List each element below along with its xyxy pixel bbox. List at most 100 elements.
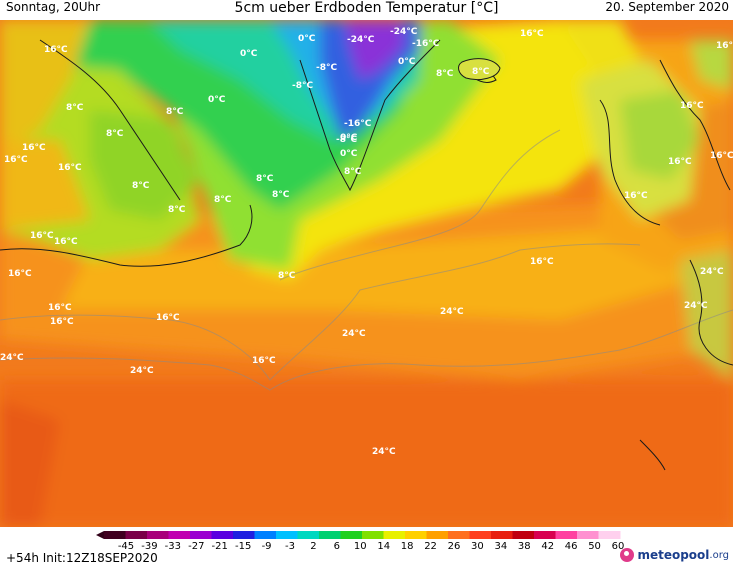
temp-label: 16°C xyxy=(624,191,648,201)
legend-tick-label: 22 xyxy=(424,541,437,552)
temp-label: 16°C xyxy=(156,313,180,323)
temp-label: 16°C xyxy=(48,303,72,313)
legend-tick-label: 30 xyxy=(471,541,484,552)
temp-label: 8°C xyxy=(278,271,296,281)
temp-label: 16°C xyxy=(668,157,692,167)
legend-tick-label: 10 xyxy=(353,541,367,552)
temp-label: 16°C xyxy=(58,163,82,173)
legend-swatch xyxy=(383,531,406,539)
legend-tick-label: 26 xyxy=(447,541,461,552)
legend-ticks: -45 -39 -33 -27 -21 -15 -9 -3 2 6 10 14 18 22 26 30 34 38… xyxy=(0,541,733,553)
legend-swatch xyxy=(469,531,492,539)
legend-tick-label: 42 xyxy=(541,541,555,552)
temp-label: 24°C xyxy=(700,267,724,277)
temp-label: 16°C xyxy=(54,237,78,247)
temp-label: -24°C xyxy=(390,27,418,37)
legend-tick-label: 60 xyxy=(611,541,625,552)
temp-label: 8°C xyxy=(106,129,124,139)
logo-icon xyxy=(620,548,635,562)
logo-tld: .org xyxy=(709,549,729,561)
temp-label: 16°C xyxy=(710,151,733,161)
temp-label: 16°C xyxy=(44,45,68,55)
temp-label: 16°C xyxy=(8,269,32,279)
temp-label: -24°C xyxy=(347,35,375,45)
legend-tick-label: 46 xyxy=(564,541,578,552)
temp-label: 16°C xyxy=(530,257,554,267)
temp-label: -16°C xyxy=(344,119,372,129)
legend-swatch xyxy=(104,531,126,539)
temp-label: 8°C xyxy=(472,67,490,77)
temp-label: 16°C xyxy=(30,231,54,241)
legend-tick-label: -15 xyxy=(234,541,252,552)
legend-tick-label: -9 xyxy=(261,541,272,552)
legend-tick-label: 50 xyxy=(588,541,601,552)
map-title: 5cm ueber Erdboden Temperatur [°C] xyxy=(234,0,499,16)
temp-label: 8°C xyxy=(132,181,150,191)
temp-label: 24°C xyxy=(130,366,154,376)
legend-tick-label: -27 xyxy=(188,541,205,552)
temp-label: 0°C xyxy=(340,149,358,159)
temp-label: 24°C xyxy=(684,301,708,311)
legend-tick-label: -39 xyxy=(141,541,158,552)
legend-swatch xyxy=(491,531,513,539)
legend-swatch xyxy=(319,531,341,539)
legend-swatch xyxy=(233,531,255,539)
temp-label: 8°C xyxy=(166,107,184,117)
legend-arrow xyxy=(96,531,104,539)
temp-label: -8°C xyxy=(336,135,357,145)
temperature-map[interactable]: 16°C 0°C 0°C -24°C -24°C -16°C 0°C 8°C 8°C 16°C -8… xyxy=(0,20,733,527)
temperature-shading xyxy=(0,20,733,527)
legend-swatch xyxy=(512,531,535,539)
legend-swatch xyxy=(340,531,363,539)
coastlines xyxy=(0,39,733,471)
temp-label: 16°C xyxy=(4,155,28,165)
iceland xyxy=(458,58,501,81)
legend-swatch xyxy=(577,531,599,539)
legend-tick-label: 14 xyxy=(377,541,391,552)
legend-swatch xyxy=(362,531,384,539)
legend-tick-label: 34 xyxy=(494,541,508,552)
valid-time: Sonntag, 20Uhr xyxy=(6,0,101,14)
color-legend xyxy=(96,531,621,539)
temp-label: 0°C xyxy=(398,57,416,67)
legend-tick-label: 18 xyxy=(400,541,414,552)
temp-label: 8°C xyxy=(344,167,362,177)
temp-label: -8°C xyxy=(316,63,337,73)
run-info: +54h Init:12Z18SEP2020 xyxy=(6,551,158,565)
legend-tick-label: -21 xyxy=(211,541,228,552)
legend-swatch xyxy=(190,531,212,539)
temp-label: 8°C xyxy=(168,205,186,215)
temp-label: 16°C xyxy=(252,356,276,366)
temp-label: -16°C xyxy=(412,39,440,49)
legend-tick-label: -3 xyxy=(285,541,295,552)
temp-label: 16°C xyxy=(22,143,46,153)
legend-swatch xyxy=(405,531,427,539)
temp-label: 0°C xyxy=(208,95,226,105)
temp-label: 16°C xyxy=(520,29,544,39)
legend-swatch xyxy=(598,531,621,539)
temp-label: 8°C xyxy=(66,103,84,113)
map-canvas: 16°C 0°C 0°C -24°C -24°C -16°C 0°C 8°C 8°C 16°C -8… xyxy=(0,20,733,527)
isotherm-lines xyxy=(0,129,733,391)
legend-swatch xyxy=(168,531,191,539)
header: Sonntag, 20Uhr 5cm ueber Erdboden Temper… xyxy=(0,0,733,22)
legend-swatch xyxy=(147,531,169,539)
temp-label: 24°C xyxy=(372,447,396,457)
temp-label: -8°C xyxy=(292,81,313,91)
temp-label: 0°C xyxy=(340,133,358,143)
legend-swatch xyxy=(555,531,578,539)
legend-swatch xyxy=(297,531,320,539)
valid-date: 20. September 2020 xyxy=(605,0,729,14)
legend-tick-label: 38 xyxy=(517,541,531,552)
logo-text: meteopool xyxy=(637,548,710,562)
legend-tick-label: 6 xyxy=(333,541,341,552)
legend-swatch xyxy=(254,531,277,539)
temp-label: 8°C xyxy=(256,174,274,184)
meteopool-logo[interactable]: meteopool .org xyxy=(620,547,729,563)
temp-label: 24°C xyxy=(0,353,24,363)
legend-swatch xyxy=(448,531,470,539)
footer: -45 -39 -33 -27 -21 -15 -9 -3 2 6 10 14 18 22 26 30 34 38… xyxy=(0,527,733,566)
temp-label: 24°C xyxy=(440,307,464,317)
legend-swatch xyxy=(534,531,556,539)
temp-label: 8°C xyxy=(214,195,232,205)
